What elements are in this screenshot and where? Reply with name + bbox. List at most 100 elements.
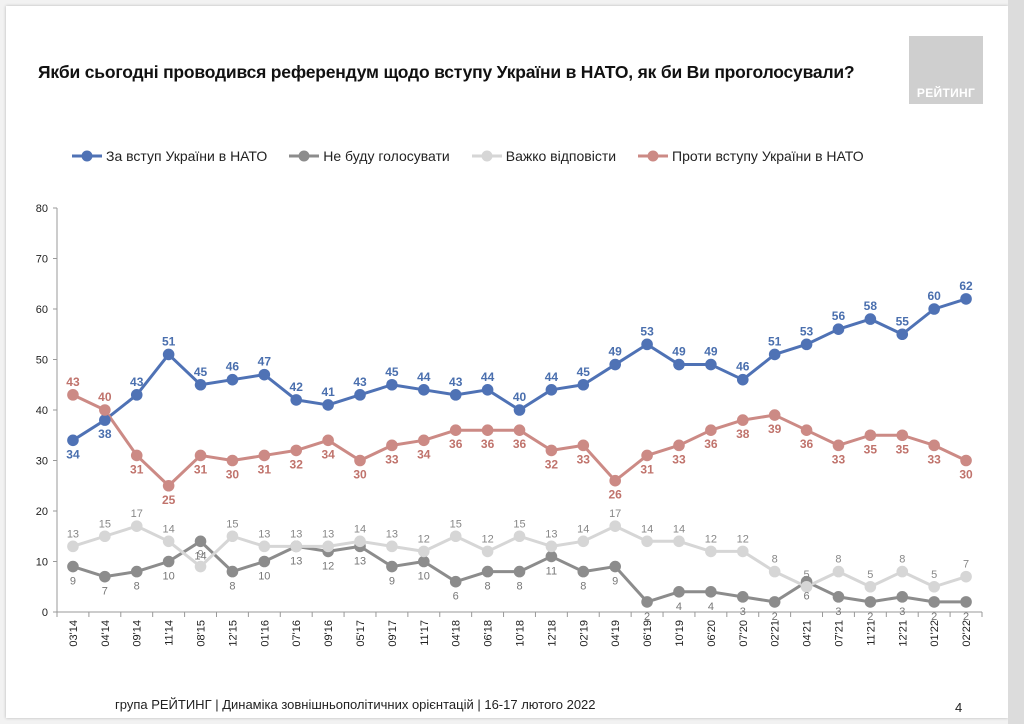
data-label-1: 8: [134, 581, 140, 593]
data-label-1: 2: [931, 611, 937, 623]
data-label-3: 33: [385, 452, 399, 466]
x-tick-label: 11'14: [164, 620, 176, 646]
data-point-2: [290, 540, 303, 553]
data-label-0: 49: [672, 345, 686, 359]
data-label-2: 13: [386, 528, 398, 540]
data-point-1: [162, 555, 175, 568]
chart-title: Якби сьогодні проводився референдум щодо…: [38, 62, 855, 82]
data-point-0: [354, 389, 366, 401]
data-point-3: [226, 454, 239, 467]
data-point-3: [322, 434, 334, 447]
data-label-3: 36: [513, 437, 527, 451]
data-point-2: [99, 530, 111, 543]
data-point-3: [960, 454, 972, 467]
data-point-3: [673, 439, 685, 452]
data-point-3: [800, 424, 813, 437]
data-label-1: 4: [708, 601, 714, 613]
x-tick-label: 10'19: [674, 620, 686, 647]
data-label-0: 45: [385, 365, 399, 379]
data-label-1: 13: [290, 555, 302, 567]
data-label-0: 43: [353, 375, 367, 389]
data-point-3: [928, 439, 940, 452]
data-point-0: [960, 293, 972, 305]
data-label-0: 51: [162, 334, 176, 348]
x-tick-label: 12'21: [897, 620, 909, 647]
data-point-2: [258, 540, 271, 553]
data-point-2: [864, 580, 877, 593]
x-tick-label: 09'16: [323, 620, 335, 647]
data-label-2: 17: [609, 508, 621, 520]
data-label-0: 44: [545, 370, 559, 384]
data-point-0: [258, 368, 271, 381]
data-label-2: 12: [418, 533, 430, 545]
data-label-0: 53: [640, 324, 654, 338]
data-label-1: 10: [418, 571, 430, 583]
data-point-3: [545, 444, 558, 457]
data-point-0: [673, 358, 685, 371]
data-label-3: 40: [98, 390, 112, 404]
data-label-2: 15: [226, 518, 238, 530]
x-tick-label: 12'18: [546, 620, 558, 647]
legend-marker-against: [638, 150, 669, 162]
data-label-1: 10: [258, 571, 270, 583]
legend-marker-hard-to-say: [471, 150, 502, 162]
data-point-0: [130, 389, 143, 401]
data-point-0: [768, 348, 781, 361]
data-point-3: [609, 474, 621, 487]
data-point-2: [832, 565, 845, 578]
data-label-3: 31: [194, 462, 208, 476]
data-label-2: 14: [673, 523, 685, 535]
data-label-2: 9: [197, 549, 203, 561]
data-point-1: [449, 575, 462, 588]
x-tick-label: 03'14: [68, 620, 80, 647]
data-label-1: 2: [867, 611, 873, 623]
data-label-3: 34: [321, 447, 335, 461]
data-label-0: 51: [768, 334, 782, 348]
data-point-3: [896, 429, 909, 442]
data-point-3: [258, 449, 271, 462]
y-tick-label: 20: [36, 506, 48, 518]
data-label-3: 31: [258, 462, 272, 476]
data-label-2: 14: [163, 523, 175, 535]
x-tick-label: 05'17: [355, 620, 367, 647]
data-label-2: 5: [804, 569, 810, 581]
window-edge: [1008, 0, 1024, 724]
x-tick-label: 11'21: [865, 620, 877, 646]
data-point-0: [449, 389, 462, 401]
data-label-1: 6: [804, 591, 810, 603]
data-point-1: [960, 596, 972, 608]
data-point-2: [705, 545, 717, 558]
data-label-3: 30: [959, 468, 973, 482]
x-tick-label: 06'20: [706, 620, 718, 647]
data-point-0: [864, 313, 877, 325]
data-point-0: [800, 338, 813, 351]
data-label-0: 49: [609, 345, 623, 359]
data-label-1: 10: [163, 571, 175, 583]
data-label-3: 31: [640, 462, 654, 476]
data-point-1: [832, 591, 845, 603]
data-point-3: [290, 444, 303, 457]
data-label-3: 39: [768, 422, 782, 436]
data-point-1: [513, 565, 526, 578]
data-label-0: 53: [800, 324, 814, 338]
data-point-1: [545, 550, 558, 563]
data-label-2: 8: [899, 554, 905, 566]
legend-label-for: За вступ України в НАТО: [106, 148, 268, 164]
data-label-2: 13: [290, 528, 302, 540]
data-label-1: 3: [835, 606, 841, 618]
data-label-2: 5: [867, 569, 873, 581]
data-label-0: 44: [417, 370, 431, 384]
data-point-1: [705, 586, 717, 598]
x-tick-label: 12'15: [227, 620, 239, 647]
x-tick-label: 11'17: [419, 620, 431, 646]
data-label-2: 13: [545, 528, 557, 540]
data-label-0: 43: [130, 375, 144, 389]
data-label-0: 45: [194, 365, 208, 379]
data-label-2: 13: [67, 528, 79, 540]
data-point-3: [67, 389, 79, 401]
data-point-2: [609, 520, 621, 532]
data-label-0: 55: [896, 314, 910, 328]
data-label-1: 6: [453, 591, 459, 603]
legend-item-against: Проти вступу України в НАТО: [638, 148, 864, 164]
data-point-1: [896, 591, 909, 603]
